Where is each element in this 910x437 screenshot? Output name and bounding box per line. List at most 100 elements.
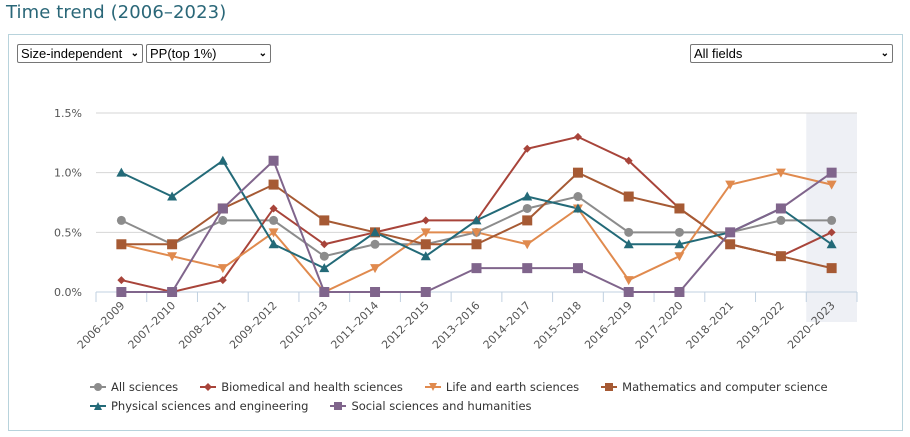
x-tick-label: 2017–2020: [633, 299, 686, 352]
data-point-physical-sciences-and-engineering: [572, 203, 583, 213]
legend-symbol-icon: [90, 382, 106, 391]
data-point-physical-sciences-and-engineering: [167, 191, 178, 201]
data-point-all-sciences: [116, 215, 126, 225]
data-point-social-sciences-and-humanities: [167, 287, 178, 297]
x-tick-label: 2015–2018: [531, 299, 584, 352]
data-point-physical-sciences-and-engineering: [674, 239, 685, 249]
data-point-all-sciences: [776, 215, 786, 225]
data-point-social-sciences-and-humanities: [319, 287, 330, 297]
legend-item[interactable]: Mathematics and computer science: [601, 379, 828, 394]
data-point-life-and-earth-sciences: [623, 276, 634, 286]
data-point-physical-sciences-and-engineering: [623, 239, 634, 249]
y-tick-label: 1.0%: [54, 167, 82, 180]
legend-label: All sciences: [111, 379, 179, 394]
data-point-mathematics-and-computer-science: [471, 239, 482, 250]
legend-item[interactable]: Physical sciences and engineering: [90, 399, 308, 413]
legend-symbol-icon: [200, 382, 217, 391]
x-tick-label: 2016–2019: [582, 299, 635, 352]
data-point-social-sciences-and-humanities: [775, 203, 786, 214]
data-point-physical-sciences-and-engineering: [826, 239, 837, 249]
data-point-biomedical-and-health-sciences: [573, 132, 582, 141]
data-point-physical-sciences-and-engineering: [420, 251, 431, 261]
x-tick-label: 2018–2021: [684, 299, 737, 352]
data-point-life-and-earth-sciences: [522, 240, 533, 250]
legend-symbol-icon: [424, 382, 441, 391]
data-point-social-sciences-and-humanities: [623, 287, 634, 297]
y-tick-label: 1.5%: [54, 107, 82, 120]
series-line-physical-sciences-and-engineering: [120, 159, 833, 270]
legend-label: Social sciences and humanities: [351, 398, 532, 413]
data-point-physical-sciences-and-engineering: [522, 191, 533, 201]
y-tick-label: 0.5%: [54, 226, 82, 239]
data-point-all-sciences: [827, 215, 837, 225]
data-point-physical-sciences-and-engineering: [116, 167, 127, 177]
x-tick-label: 2008–2011: [176, 299, 229, 352]
y-tick-label: 0.0%: [54, 286, 82, 299]
data-point-social-sciences-and-humanities: [674, 287, 685, 297]
data-point-biomedical-and-health-sciences: [421, 216, 430, 225]
data-point-all-sciences: [573, 192, 583, 202]
data-point-all-sciences: [624, 227, 634, 237]
data-point-life-and-earth-sciences: [167, 252, 178, 262]
data-point-social-sciences-and-humanities: [572, 263, 583, 274]
data-point-mathematics-and-computer-science: [319, 215, 330, 226]
legend-row: All sciences Biomedical and health scienc…: [90, 377, 890, 396]
data-point-life-and-earth-sciences: [217, 264, 228, 274]
legend-item[interactable]: All sciences: [90, 380, 178, 394]
data-point-social-sciences-and-humanities: [826, 167, 837, 178]
x-tick-label: 2007–2010: [126, 299, 179, 352]
field-select[interactable]: All fields ⌄: [690, 44, 893, 63]
data-point-mathematics-and-computer-science: [420, 239, 431, 250]
legend-label: Life and earth sciences: [445, 379, 580, 394]
indicator-type-select[interactable]: Size-independent ⌄: [17, 44, 143, 63]
legend-item[interactable]: Life and earth sciences: [424, 379, 580, 394]
legend-label: Biomedical and health sciences: [221, 379, 403, 394]
legend-symbol-icon: [601, 382, 618, 391]
data-point-life-and-earth-sciences: [370, 264, 381, 274]
data-point-biomedical-and-health-sciences: [269, 204, 278, 213]
x-tick-label: 2012–2015: [379, 299, 432, 352]
data-point-physical-sciences-and-engineering: [319, 263, 330, 273]
data-point-mathematics-and-computer-science: [775, 251, 786, 262]
data-point-all-sciences: [218, 215, 228, 225]
legend-label: Physical sciences and engineering: [111, 398, 309, 413]
data-point-social-sciences-and-humanities: [725, 227, 736, 238]
legend-row: Physical sciences and engineering Social …: [90, 396, 890, 415]
data-point-mathematics-and-computer-science: [826, 263, 837, 274]
data-point-mathematics-and-computer-science: [623, 191, 634, 202]
chart-legend: All sciences Biomedical and health scienc…: [90, 377, 890, 415]
legend-item[interactable]: Social sciences and humanities: [330, 398, 532, 413]
data-point-social-sciences-and-humanities: [116, 287, 127, 297]
data-point-life-and-earth-sciences: [775, 168, 786, 178]
legend-symbol-icon: [330, 401, 347, 410]
data-point-life-and-earth-sciences: [674, 252, 685, 262]
x-tick-label: 2009–2012: [227, 299, 280, 352]
data-point-social-sciences-and-humanities: [420, 287, 431, 297]
chevron-down-icon: ⌄: [130, 48, 139, 59]
x-tick-label: 2014–2017: [481, 299, 534, 352]
data-point-physical-sciences-and-engineering: [217, 155, 228, 165]
x-tick-label: 2010–2013: [278, 299, 331, 352]
indicator-type-value: Size-independent: [21, 46, 123, 61]
data-point-life-and-earth-sciences: [420, 228, 431, 238]
data-point-mathematics-and-computer-science: [572, 167, 583, 178]
data-point-all-sciences: [269, 215, 279, 225]
indicator-select[interactable]: PP(top 1%) ⌄: [146, 44, 271, 63]
data-point-mathematics-and-computer-science: [268, 179, 279, 190]
data-point-life-and-earth-sciences: [826, 180, 837, 190]
legend-label: Mathematics and computer science: [622, 379, 828, 394]
data-point-biomedical-and-health-sciences: [218, 276, 227, 285]
data-point-social-sciences-and-humanities: [217, 203, 228, 214]
data-point-biomedical-and-health-sciences: [827, 228, 836, 237]
data-point-mathematics-and-computer-science: [725, 239, 736, 250]
indicator-value: PP(top 1%): [150, 46, 217, 61]
legend-item[interactable]: Biomedical and health sciences: [200, 380, 403, 394]
x-tick-label: 2019–2022: [734, 299, 787, 352]
data-point-mathematics-and-computer-science: [167, 239, 178, 250]
data-point-biomedical-and-health-sciences: [117, 276, 126, 285]
data-point-life-and-earth-sciences: [268, 228, 279, 238]
chevron-down-icon: ⌄: [258, 48, 267, 59]
data-point-all-sciences: [319, 251, 329, 261]
legend-symbol-icon: [90, 401, 106, 410]
